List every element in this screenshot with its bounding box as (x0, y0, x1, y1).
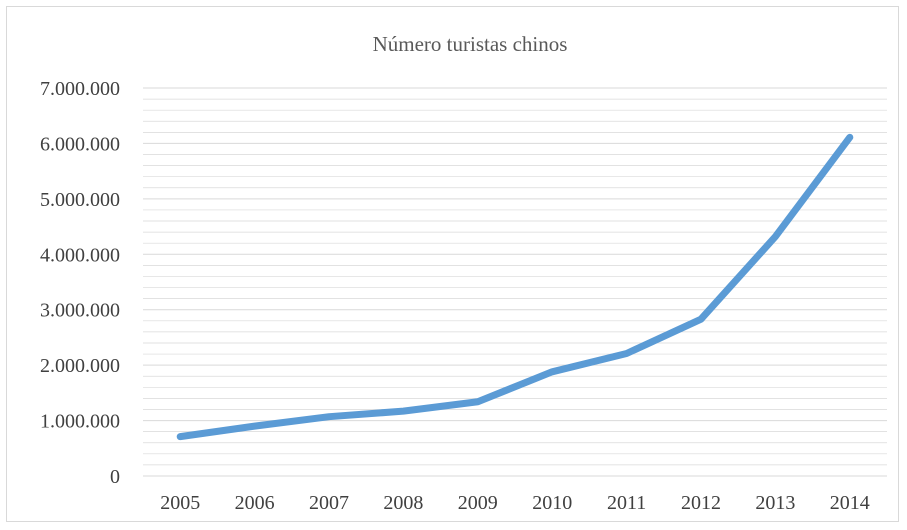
series-line (176, 133, 854, 441)
series-layer (176, 133, 854, 441)
y-tick-label: 4.000.000 (40, 244, 120, 266)
y-tick-label: 1.000.000 (40, 411, 120, 433)
y-tick-label: 6.000.000 (40, 133, 120, 155)
x-tick-label: 2008 (383, 492, 423, 514)
chart-title: Número turistas chinos (373, 32, 568, 56)
x-axis-tick-labels: 2005 2006 2007 2008 2009 2010 2011 2012 2013 2014 (160, 492, 870, 514)
x-tick-label: 2012 (681, 492, 721, 514)
grid-lines (143, 87, 887, 477)
x-tick-label: 2005 (160, 492, 200, 514)
x-tick-label: 2009 (458, 492, 498, 514)
y-tick-label: 0 (110, 466, 120, 488)
x-tick-label: 2007 (309, 492, 349, 514)
y-axis-tick-labels: 0 1.000.000 2.000.000 3.000.000 4.000.000 5.0… (40, 78, 120, 488)
y-tick-label: 2.000.000 (40, 355, 120, 377)
x-tick-label: 2006 (235, 492, 275, 514)
y-tick-label: 5.000.000 (40, 189, 120, 211)
x-tick-label: 2010 (532, 492, 572, 514)
x-tick-label: 2014 (830, 492, 870, 514)
x-tick-label: 2011 (607, 492, 646, 514)
x-tick-label: 2013 (755, 492, 795, 514)
y-tick-label: 3.000.000 (40, 300, 120, 322)
y-tick-label: 7.000.000 (40, 78, 120, 100)
